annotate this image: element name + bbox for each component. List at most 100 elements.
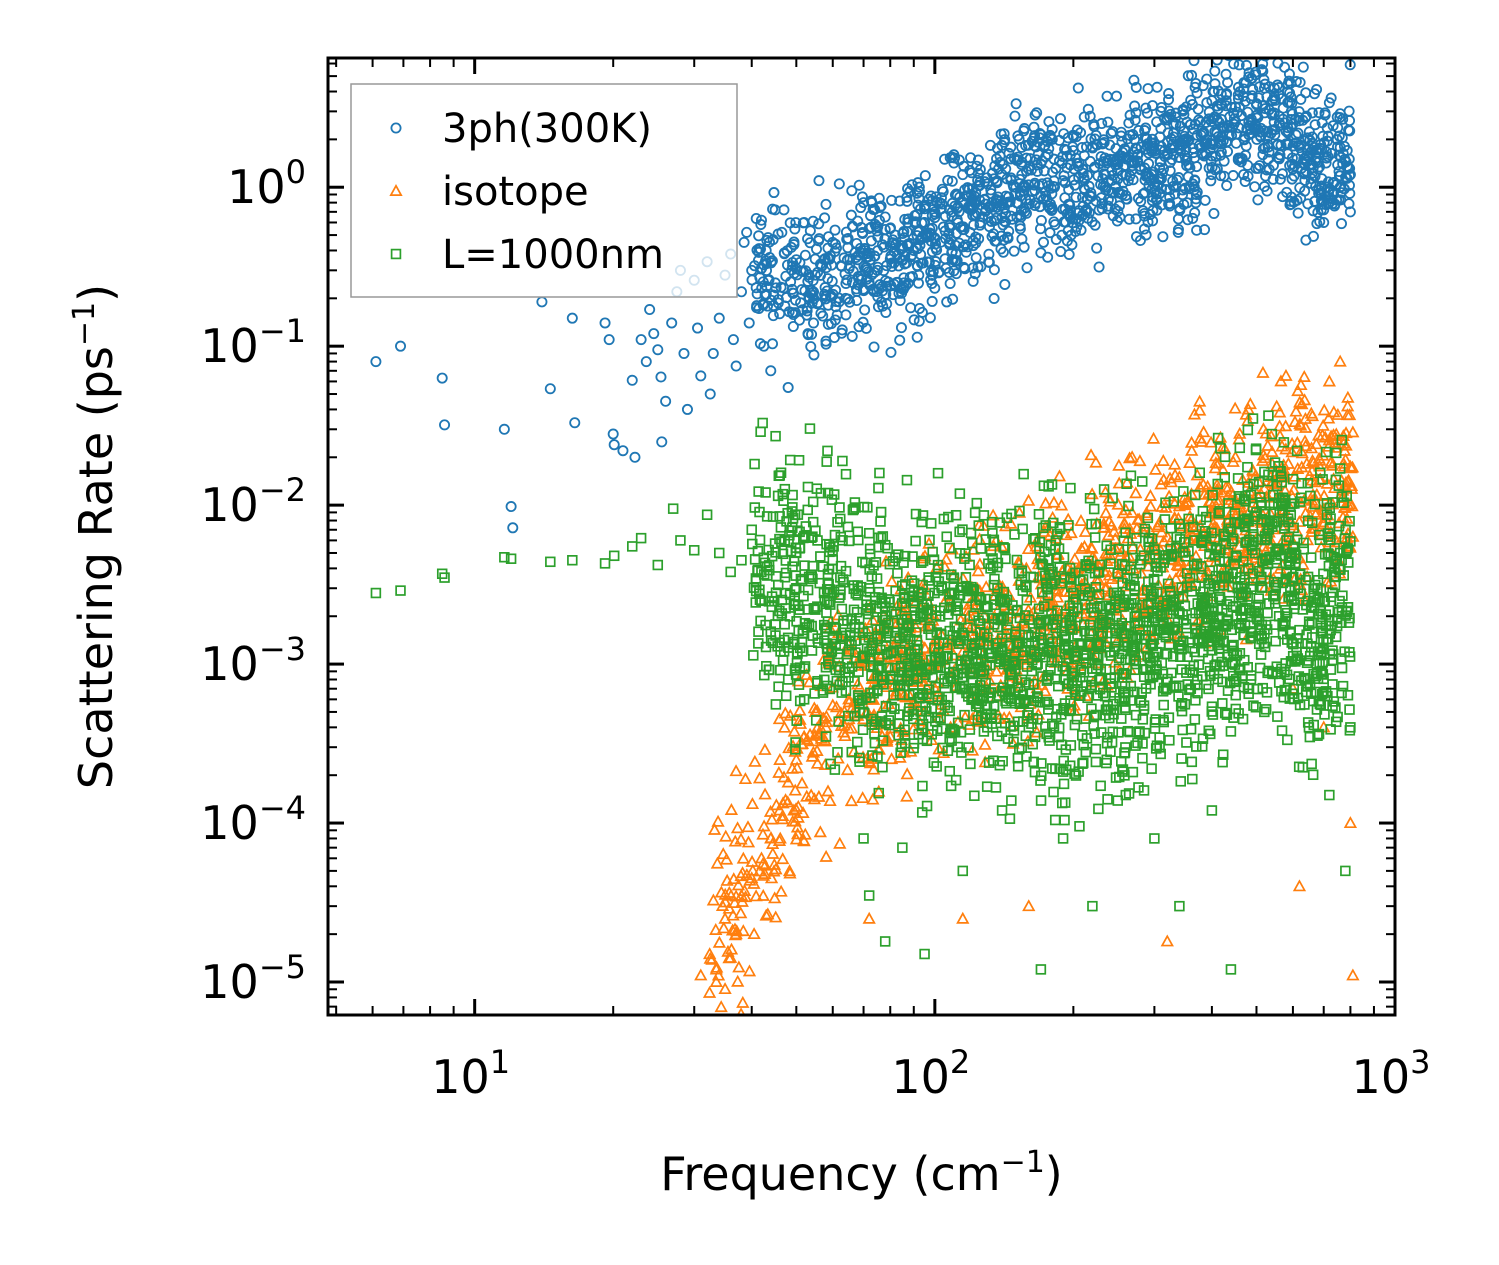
data-point [1272, 151, 1284, 163]
data-point [721, 1035, 731, 1044]
data-point [1141, 107, 1153, 119]
data-point [811, 298, 823, 310]
data-point [724, 803, 739, 815]
data-point [805, 341, 817, 353]
data-point [730, 360, 742, 372]
data-point [869, 728, 880, 739]
data-point [644, 304, 656, 316]
data-point [946, 175, 958, 187]
data-point [1242, 170, 1254, 182]
data-point [912, 277, 924, 289]
data-point [840, 226, 852, 238]
data-point [1158, 699, 1169, 711]
data-point [1059, 797, 1071, 808]
data-point [911, 331, 923, 343]
data-point [1176, 753, 1187, 764]
data-point [820, 335, 832, 347]
data-point [1061, 162, 1073, 174]
data-point [730, 821, 745, 834]
data-point [729, 764, 743, 777]
data-point [957, 241, 969, 253]
data-point [1078, 111, 1090, 123]
data-point [944, 277, 956, 289]
data-point [1063, 198, 1075, 210]
data-point [738, 236, 750, 248]
data-point [1143, 158, 1155, 170]
data-point [731, 974, 745, 987]
data-point [1201, 73, 1213, 85]
data-point [1035, 190, 1047, 202]
data-point [836, 260, 848, 272]
data-point [774, 884, 788, 897]
data-point [1137, 476, 1148, 487]
data-point [941, 296, 953, 308]
data-point [942, 174, 954, 186]
data-point [1020, 193, 1032, 205]
data-point [1058, 778, 1070, 790]
data-point [1089, 219, 1101, 231]
data-point [1124, 109, 1136, 121]
data-point [1234, 442, 1246, 454]
data-point [1008, 245, 1020, 257]
data-point [656, 436, 668, 448]
data-point [1096, 138, 1108, 150]
data-layer [370, 47, 1360, 1044]
data-point [959, 263, 971, 275]
data-point [797, 304, 809, 316]
data-point [1274, 149, 1286, 161]
data-point [862, 911, 876, 924]
data-point [1157, 231, 1169, 243]
data-point [829, 224, 841, 236]
data-point [757, 417, 768, 429]
data-point [906, 179, 918, 191]
data-point [767, 310, 779, 322]
data-point [858, 260, 870, 272]
data-point [841, 274, 853, 286]
data-point [926, 195, 938, 207]
data-point [777, 655, 789, 666]
data-point [1144, 209, 1156, 221]
data-point [1054, 113, 1066, 125]
data-point [1088, 120, 1100, 132]
data-point [1133, 782, 1144, 793]
data-point [970, 231, 982, 243]
data-point [1239, 95, 1251, 107]
data-point [1127, 766, 1139, 778]
data-point [1140, 229, 1152, 241]
data-point [1250, 66, 1262, 78]
data-point [1232, 154, 1244, 166]
data-point [1160, 934, 1174, 947]
data-point [704, 388, 716, 400]
data-point [1272, 47, 1281, 56]
data-point [1333, 170, 1345, 182]
data-point [1282, 127, 1294, 139]
data-point [1181, 737, 1192, 748]
data-point [1128, 74, 1140, 86]
data-point [1142, 83, 1154, 95]
data-point [1169, 188, 1181, 200]
data-point [1302, 132, 1314, 144]
data-point [714, 1000, 728, 1013]
data-point [944, 239, 956, 251]
data-point [1322, 151, 1334, 163]
data-point [1292, 207, 1304, 219]
data-point [1267, 173, 1279, 185]
data-point [1203, 162, 1215, 174]
data-point [1043, 116, 1055, 128]
data-point [1063, 184, 1075, 196]
data-point [994, 156, 1006, 168]
data-point [1306, 107, 1318, 119]
data-point [1065, 482, 1076, 494]
data-point [1308, 141, 1320, 153]
data-point [1188, 147, 1200, 159]
data-point [1185, 119, 1197, 131]
data-point [1172, 224, 1184, 236]
data-point [742, 964, 757, 977]
data-point [1057, 797, 1068, 809]
data-point [1334, 595, 1345, 607]
data-point [1163, 94, 1175, 106]
data-point [1151, 179, 1163, 191]
data-point [815, 307, 827, 319]
data-point [880, 306, 892, 318]
data-point [775, 664, 786, 676]
